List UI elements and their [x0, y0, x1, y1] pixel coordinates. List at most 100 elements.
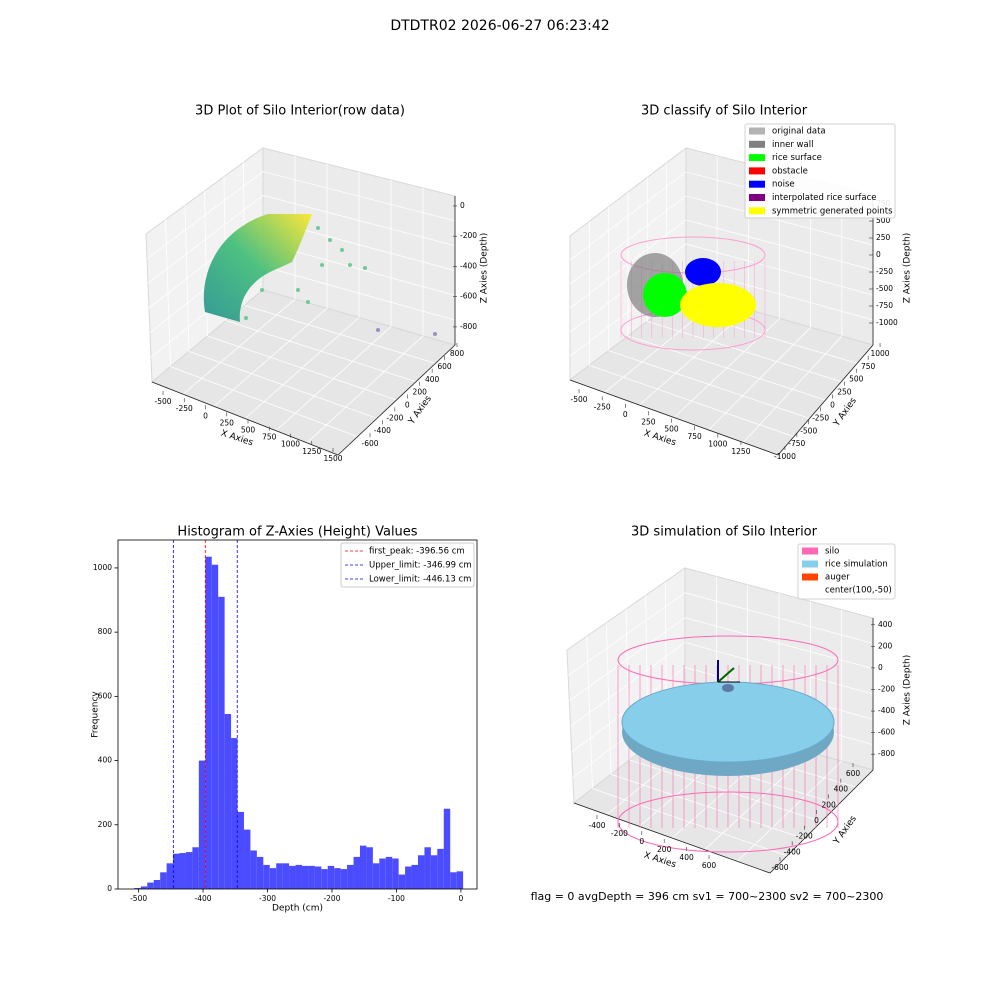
tick-label: -500: [154, 397, 171, 406]
bar: [134, 888, 141, 889]
x-tick-label: -300: [259, 894, 276, 903]
bar: [456, 871, 464, 889]
y-tick-label: 400: [98, 756, 113, 765]
bar: [359, 845, 367, 889]
bar: [295, 864, 302, 889]
symmetric-points: [680, 283, 756, 327]
bar: [276, 863, 283, 889]
tick-label: 500: [241, 426, 256, 435]
tick-label: 500: [849, 375, 864, 384]
bar: [231, 738, 238, 889]
tick-label: 250: [641, 417, 656, 426]
tick-label: 0: [639, 837, 644, 846]
x-tick-label: -200: [323, 894, 340, 903]
bar: [372, 863, 380, 889]
tick-label: 1000: [708, 440, 727, 449]
tick-label: 0: [460, 201, 465, 210]
bar: [282, 863, 290, 889]
x-tick-label: 0: [458, 894, 463, 903]
bar: [450, 872, 457, 889]
tick-label: 500: [876, 216, 891, 225]
bar: [327, 865, 335, 889]
tick-label: 0: [830, 401, 835, 410]
bar: [411, 864, 418, 889]
axis-label: Y Axies: [831, 396, 859, 429]
tick-label: -200: [878, 685, 895, 694]
point-cloud-dot: [348, 263, 352, 267]
y-tick-label: 0: [107, 884, 112, 893]
tick-label: 400: [834, 785, 849, 794]
point-cloud-dot: [244, 316, 248, 320]
tick-label: -800: [878, 749, 895, 758]
tick-label: 0: [876, 250, 881, 259]
axis-label: Z Axies (Depth): [903, 655, 913, 726]
chart-title: 3D simulation of Silo Interior: [631, 525, 818, 540]
x-tick-label: -500: [130, 894, 147, 903]
bar: [205, 556, 212, 889]
axis-line: [769, 769, 874, 874]
tick-label: 1500: [323, 454, 342, 463]
tick-label: 400: [425, 375, 440, 384]
point-cloud-dot: [320, 263, 324, 267]
bar: [185, 852, 193, 889]
point-cloud-dot: [433, 332, 437, 336]
bar: [179, 853, 186, 889]
tick-label: 0: [623, 410, 628, 419]
rice-points: [643, 273, 687, 317]
bar: [353, 856, 360, 889]
legend-swatch: [802, 547, 818, 555]
x-axis-label: Depth (cm): [272, 904, 323, 914]
bar: [398, 874, 406, 889]
tick-label: -500: [800, 426, 817, 435]
legend-label: auger: [825, 573, 850, 583]
tick-label: -200: [796, 832, 813, 841]
tick-label: 500: [664, 425, 679, 434]
bar: [321, 869, 328, 889]
legend-swatch: [749, 140, 765, 148]
bar: [153, 880, 161, 889]
tick-label: 0: [203, 411, 208, 420]
tick-label: -400: [784, 847, 801, 856]
axis-line: [151, 381, 339, 456]
legend-swatch: [749, 207, 765, 215]
legend-swatch: [749, 194, 765, 201]
tick-label: -800: [460, 322, 477, 331]
tick-label: -750: [876, 301, 893, 310]
legend-swatch: [802, 560, 818, 568]
point-cloud-dot: [316, 226, 320, 230]
chart-title: Histogram of Z-Axies (Height) Values: [177, 525, 417, 540]
legend-label: first_peak: -396.56 cm: [369, 547, 465, 557]
auger-arrow: [717, 667, 735, 683]
plot-frame: [117, 539, 478, 890]
point-cloud-dot: [296, 288, 300, 292]
tick-label: -500: [571, 395, 588, 404]
tick-label: -200: [611, 829, 628, 838]
tick-label: 200: [413, 388, 428, 397]
y-tick-label: 1000: [93, 563, 112, 572]
point-cloud-dot: [328, 238, 332, 242]
bar: [430, 855, 438, 889]
bar: [243, 829, 251, 889]
pane-grid: [146, 171, 456, 259]
legend-label: original data: [772, 127, 826, 137]
tick-label: -250: [176, 404, 193, 413]
x-tick-label: -400: [195, 894, 212, 903]
chart-title: 3D Plot of Silo Interior(row data): [195, 104, 405, 119]
axis-label: Y Axies: [831, 814, 859, 847]
bar: [198, 760, 206, 889]
bar: [250, 850, 257, 889]
point-cloud-dot: [306, 300, 310, 304]
axis-label: Y Axies: [406, 394, 434, 427]
legend-swatch: [749, 180, 765, 188]
legend-box: [744, 123, 896, 219]
bar: [211, 564, 219, 889]
y-tick-label: 200: [98, 820, 113, 829]
tick-label: 750: [262, 433, 277, 442]
legend-label: interpolated rice surface: [772, 193, 877, 203]
bar: [301, 865, 309, 889]
bar: [160, 872, 167, 889]
bar: [263, 864, 270, 889]
tick-label: 400: [679, 853, 694, 862]
bar: [218, 596, 225, 889]
pane-grid: [567, 592, 874, 676]
